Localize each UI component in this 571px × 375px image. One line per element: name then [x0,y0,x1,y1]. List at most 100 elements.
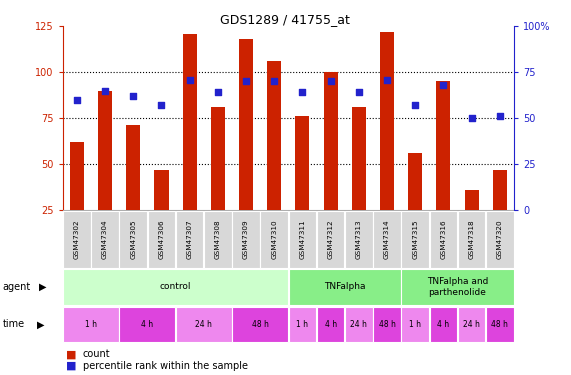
FancyBboxPatch shape [176,211,203,267]
FancyBboxPatch shape [260,211,288,267]
FancyBboxPatch shape [401,307,429,342]
Point [495,113,504,119]
Text: 24 h: 24 h [195,320,212,329]
Text: 4 h: 4 h [142,320,154,329]
Text: agent: agent [3,282,31,292]
Point [242,78,251,84]
Bar [267,61,282,256]
FancyBboxPatch shape [345,307,373,342]
Bar [493,170,507,256]
Text: TNFalpha: TNFalpha [324,282,365,291]
Point [157,102,166,108]
Text: 48 h: 48 h [492,320,508,329]
Text: GSM47304: GSM47304 [102,219,108,259]
Text: GSM47311: GSM47311 [299,219,305,259]
Bar [465,190,478,256]
FancyBboxPatch shape [288,269,401,304]
FancyBboxPatch shape [119,211,147,267]
FancyBboxPatch shape [91,211,119,267]
FancyBboxPatch shape [486,211,514,267]
Text: 1 h: 1 h [296,320,308,329]
Point [439,82,448,88]
Text: GSM47320: GSM47320 [497,219,503,259]
Point [354,89,363,95]
Point [383,76,392,82]
FancyBboxPatch shape [288,211,316,267]
Text: GSM47313: GSM47313 [356,219,362,259]
Point [73,97,82,103]
Text: GSM47316: GSM47316 [440,219,447,259]
Text: percentile rank within the sample: percentile rank within the sample [83,361,248,370]
Text: 24 h: 24 h [351,320,367,329]
Bar [295,116,309,256]
Point [128,93,138,99]
Point [326,78,335,84]
Bar [352,107,366,256]
Text: 48 h: 48 h [252,320,268,329]
Point [270,78,279,84]
FancyBboxPatch shape [288,307,316,342]
FancyBboxPatch shape [232,211,260,267]
Bar [70,142,84,256]
FancyBboxPatch shape [458,211,485,267]
Text: 24 h: 24 h [463,320,480,329]
Text: GSM47312: GSM47312 [328,219,333,259]
FancyBboxPatch shape [119,307,175,342]
Bar [380,32,394,256]
Text: 48 h: 48 h [379,320,396,329]
FancyBboxPatch shape [317,211,344,267]
FancyBboxPatch shape [429,211,457,267]
Bar [408,153,423,256]
Text: 4 h: 4 h [324,320,337,329]
FancyBboxPatch shape [204,211,232,267]
Bar [239,39,253,256]
FancyBboxPatch shape [148,211,175,267]
Point [185,76,194,82]
Text: control: control [160,282,191,291]
FancyBboxPatch shape [373,307,401,342]
Point [411,102,420,108]
Point [467,115,476,121]
Text: count: count [83,350,110,359]
Text: GSM47315: GSM47315 [412,219,418,259]
FancyBboxPatch shape [401,269,514,304]
Text: GSM47307: GSM47307 [187,219,192,259]
Point [298,89,307,95]
Text: ■: ■ [66,361,76,370]
Text: ▶: ▶ [37,320,45,329]
Bar [126,126,140,256]
Text: time: time [3,320,25,329]
FancyBboxPatch shape [63,269,288,304]
Bar [183,34,197,256]
Bar [324,72,337,256]
FancyBboxPatch shape [401,211,429,267]
Text: ■: ■ [66,350,76,359]
FancyBboxPatch shape [458,307,485,342]
Text: GSM47302: GSM47302 [74,219,80,259]
FancyBboxPatch shape [232,307,288,342]
Text: GSM47305: GSM47305 [130,219,136,259]
FancyBboxPatch shape [63,211,91,267]
FancyBboxPatch shape [345,211,373,267]
Bar [211,107,225,256]
Text: GSM47306: GSM47306 [159,219,164,259]
Text: 1 h: 1 h [85,320,97,329]
Text: GSM47314: GSM47314 [384,219,390,259]
Bar [436,81,451,256]
Text: 1 h: 1 h [409,320,421,329]
FancyBboxPatch shape [176,307,232,342]
Bar [154,170,168,256]
Text: 4 h: 4 h [437,320,449,329]
Text: TNFalpha and
parthenolide: TNFalpha and parthenolide [427,277,488,297]
FancyBboxPatch shape [429,307,457,342]
Text: ▶: ▶ [39,282,46,292]
FancyBboxPatch shape [486,307,514,342]
Bar [98,91,112,256]
FancyBboxPatch shape [317,307,344,342]
FancyBboxPatch shape [373,211,401,267]
Text: GSM47318: GSM47318 [469,219,475,259]
Text: GSM47308: GSM47308 [215,219,221,259]
Text: GSM47310: GSM47310 [271,219,278,259]
Text: GDS1289 / 41755_at: GDS1289 / 41755_at [220,13,349,26]
Text: GSM47309: GSM47309 [243,219,249,259]
